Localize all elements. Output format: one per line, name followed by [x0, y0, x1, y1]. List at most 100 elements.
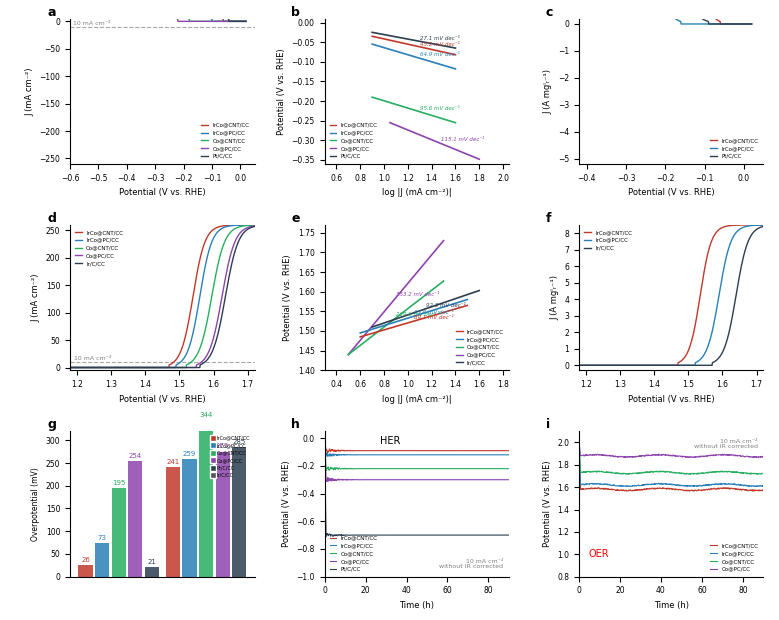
Text: 92.3 mV dec⁻¹: 92.3 mV dec⁻¹	[425, 303, 466, 308]
Pt/C/CC	[408, 531, 418, 539]
X-axis label: Potential (V vs. RHE): Potential (V vs. RHE)	[628, 394, 714, 404]
IrCo@PC/CC	[684, 361, 693, 369]
Y-axis label: J (mA cm⁻²): J (mA cm⁻²)	[25, 67, 34, 115]
Text: d: d	[48, 212, 57, 225]
IrCo@CNT/CC	[574, 361, 583, 369]
Text: c: c	[546, 6, 553, 19]
Ir/C/CC	[674, 361, 683, 369]
Line: Co@CNT/CC: Co@CNT/CC	[325, 438, 509, 470]
Co@PC/CC	[170, 14, 179, 22]
Co@CNT/CC	[153, 364, 162, 371]
IrCo@CNT/CC	[663, 361, 672, 369]
Ir/C/CC	[245, 224, 255, 232]
IrCo@CNT/CC	[420, 447, 429, 454]
Co@CNT/CC	[154, 364, 164, 371]
Pt/C/CC	[224, 17, 234, 25]
Line: Pt/C/CC: Pt/C/CC	[325, 438, 509, 536]
Co@PC/CC	[173, 17, 182, 25]
Text: 254: 254	[129, 453, 142, 459]
Line: Pt/C/CC: Pt/C/CC	[70, 0, 246, 21]
IrCo@CNT/CC	[716, 20, 725, 28]
IrCo@PC/CC	[153, 364, 162, 371]
Co@PC/CC	[165, 364, 174, 371]
Legend: IrCo@CNT/CC, IrCo@PC/CC, Co@CNT/CC, Co@PC/CC, Ir/C/CC: IrCo@CNT/CC, IrCo@PC/CC, Co@CNT/CC, Co@P…	[73, 228, 125, 268]
Y-axis label: Potential (V vs. RHE): Potential (V vs. RHE)	[282, 461, 291, 547]
Co@PC/CC	[217, 297, 226, 304]
Bar	[199, 420, 213, 577]
Co@PC/CC	[471, 476, 481, 484]
IrCo@PC/CC	[662, 361, 671, 369]
Pt/C/CC	[430, 531, 439, 539]
IrCo@CNT/CC	[664, 484, 673, 492]
IrCo@PC/CC	[676, 20, 686, 28]
Co@PC/CC	[154, 364, 164, 371]
Co@CNT/CC	[574, 439, 583, 446]
Line: IrCo@CNT/CC: IrCo@CNT/CC	[579, 443, 763, 491]
IrCo@CNT/CC	[754, 221, 763, 229]
IrCo@PC/CC	[471, 451, 481, 459]
Text: a: a	[48, 6, 57, 19]
Co@PC/CC	[409, 476, 418, 484]
Co@CNT/CC	[245, 221, 255, 229]
Co@CNT/CC	[725, 467, 735, 475]
Co@CNT/CC	[160, 0, 170, 6]
IrCo@CNT/CC	[500, 447, 509, 454]
Text: 10 mA cm⁻²
without IR corrected: 10 mA cm⁻² without IR corrected	[439, 559, 503, 569]
Text: 229.6 mV dec⁻¹: 229.6 mV dec⁻¹	[396, 312, 439, 317]
Bar	[128, 461, 142, 577]
Co@PC/CC	[420, 476, 429, 484]
Co@CNT/CC	[165, 364, 174, 371]
IrCo@PC/CC	[674, 361, 683, 369]
Line: IrCo@CNT/CC: IrCo@CNT/CC	[325, 438, 509, 452]
X-axis label: Potential (V vs. RHE): Potential (V vs. RHE)	[119, 188, 206, 197]
Ir/C/CC	[574, 361, 583, 369]
Y-axis label: Overpotential (mV): Overpotential (mV)	[31, 467, 41, 541]
Text: 259: 259	[183, 451, 196, 457]
IrCo@CNT/CC	[65, 364, 75, 371]
Ir/C/CC	[217, 315, 226, 322]
IrCo@CNT/CC	[662, 485, 671, 492]
X-axis label: Time (h): Time (h)	[400, 601, 434, 610]
Line: IrCo@PC/CC: IrCo@PC/CC	[70, 0, 246, 21]
IrCo@CNT/CC	[574, 439, 583, 446]
Text: HER: HER	[380, 436, 400, 446]
Co@PC/CC	[504, 476, 513, 484]
IrCo@PC/CC	[726, 480, 735, 488]
Co@PC/CC	[150, 0, 160, 5]
IrCo@PC/CC	[755, 482, 764, 490]
IrCo@CNT/CC	[675, 485, 684, 493]
Co@CNT/CC	[170, 9, 179, 16]
Text: 115.1 mV dec⁻¹: 115.1 mV dec⁻¹	[441, 137, 484, 142]
IrCo@PC/CC	[165, 364, 174, 371]
Co@PC/CC	[674, 453, 683, 460]
IrCo@CNT/CC	[320, 435, 330, 442]
Y-axis label: Potential (V vs. RHE): Potential (V vs. RHE)	[284, 254, 292, 341]
Co@CNT/CC	[250, 221, 259, 229]
Legend: IrCo@CNT/CC, IrCo@PC/CC, Pt/C/CC: IrCo@CNT/CC, IrCo@PC/CC, Pt/C/CC	[708, 136, 760, 161]
Co@PC/CC	[250, 222, 259, 229]
Text: 10 mA cm⁻²: 10 mA cm⁻²	[73, 356, 111, 361]
IrCo@PC/CC	[685, 482, 694, 490]
Ir/C/CC	[154, 364, 164, 371]
Co@CNT/CC	[185, 17, 194, 25]
IrCo@PC/CC	[675, 481, 684, 489]
Text: 353.2 mV dec⁻¹: 353.2 mV dec⁻¹	[396, 291, 439, 296]
Line: IrCo@CNT/CC: IrCo@CNT/CC	[70, 0, 246, 21]
Ir/C/CC	[759, 223, 768, 230]
Text: 45.2 mV dec⁻¹: 45.2 mV dec⁻¹	[420, 42, 460, 46]
Text: f: f	[546, 212, 552, 225]
Co@CNT/CC	[210, 17, 220, 25]
X-axis label: Potential (V vs. RHE): Potential (V vs. RHE)	[628, 188, 714, 197]
Line: IrCo@PC/CC: IrCo@PC/CC	[579, 443, 763, 487]
Ir/C/CC	[65, 364, 75, 371]
Legend: IrCo@CNT/CC, IrCo@PC/CC, Co@CNT/CC, Co@PC/CC: IrCo@CNT/CC, IrCo@PC/CC, Co@CNT/CC, Co@P…	[708, 541, 760, 574]
Ir/C/CC	[165, 364, 174, 371]
IrCo@CNT/CC	[219, 17, 228, 25]
Bar	[79, 565, 93, 577]
Ir/C/CC	[663, 361, 672, 369]
IrCo@PC/CC	[154, 364, 164, 371]
IrCo@PC/CC	[207, 17, 217, 25]
X-axis label: log |J (mA cm⁻²)|: log |J (mA cm⁻²)|	[382, 188, 452, 197]
Co@PC/CC	[238, 17, 247, 25]
Ir/C/CC	[175, 364, 185, 371]
